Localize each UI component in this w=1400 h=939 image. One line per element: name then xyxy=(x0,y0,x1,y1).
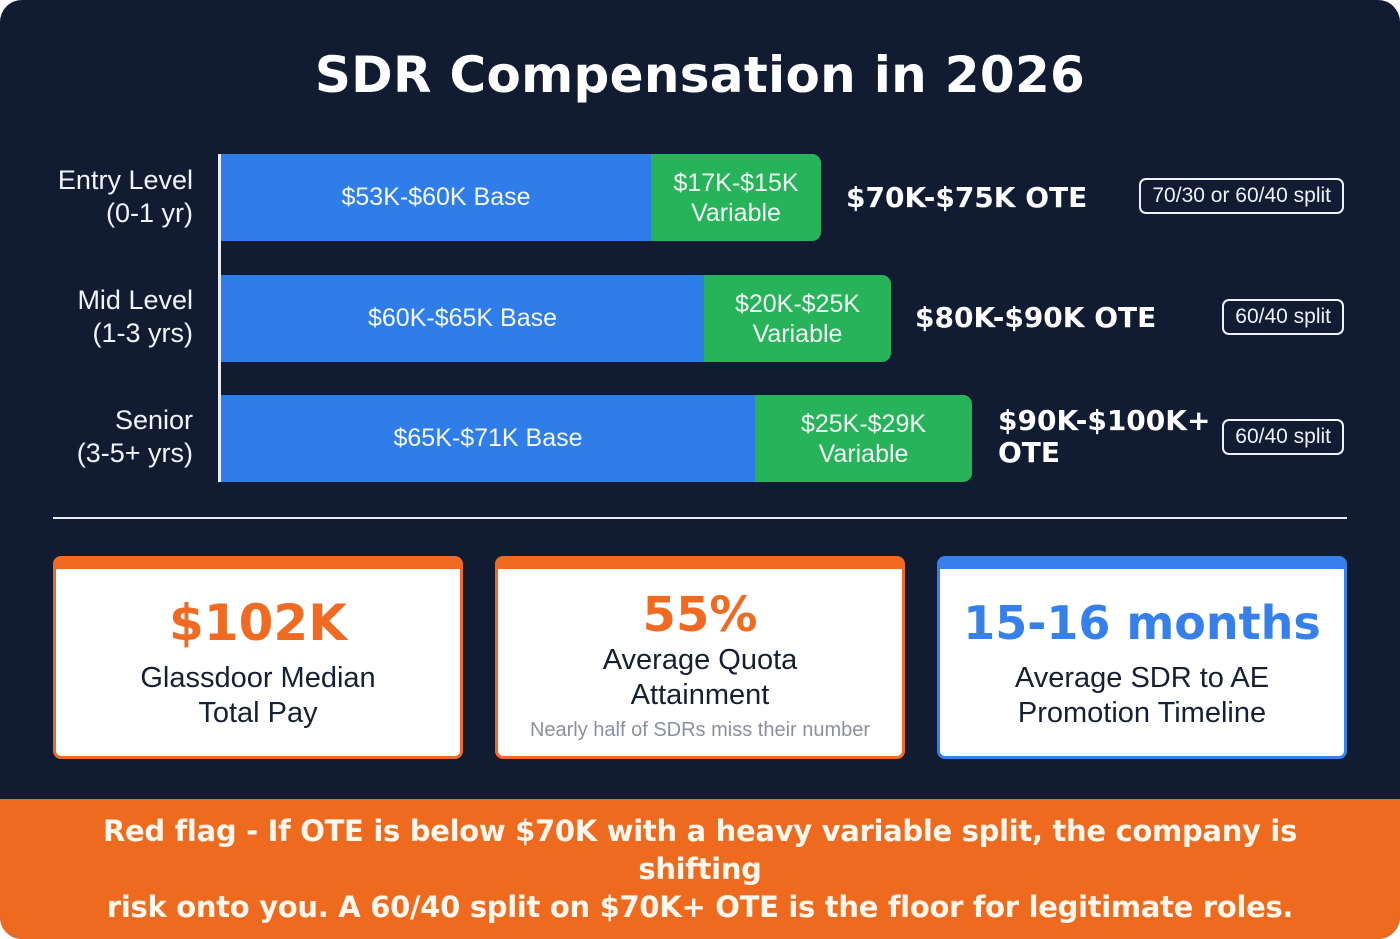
bar-entry: $53K-$60K Base $17K-$15K Variable xyxy=(221,154,821,241)
bar-senior: $65K-$71K Base $25K-$29K Variable xyxy=(221,395,972,482)
row-label-senior: Senior (3-5+ yrs) xyxy=(76,405,193,468)
bar-base-segment: $60K-$65K Base xyxy=(221,275,704,362)
stat-value: 15-16 months xyxy=(963,596,1321,650)
ote-label: $90K-$100K+ OTE xyxy=(998,404,1211,469)
bar-variable-segment: $25K-$29K Variable xyxy=(755,395,972,482)
stat-card-quota: 55% Average Quota Attainment Nearly half… xyxy=(495,556,905,759)
stat-note: Nearly half of SDRs miss their number xyxy=(529,719,871,741)
red-flag-banner: Red flag - If OTE is below $70K with a h… xyxy=(0,799,1400,939)
chart-axis xyxy=(218,154,221,482)
bar-variable-segment: $17K-$15K Variable xyxy=(651,154,821,241)
stat-value: $102K xyxy=(169,594,347,652)
bar-variable-segment: $20K-$25K Variable xyxy=(704,275,891,362)
stat-card-promotion: 15-16 months Average SDR to AE Promotion… xyxy=(937,556,1347,759)
bar-base-segment: $65K-$71K Base xyxy=(221,395,755,482)
page-title: SDR Compensation in 2026 xyxy=(314,46,1086,104)
stat-value: 55% xyxy=(642,587,758,643)
ote-label: $70K-$75K OTE xyxy=(846,181,1088,214)
split-badge: 60/40 split xyxy=(1222,299,1344,335)
split-badge: 60/40 split xyxy=(1222,419,1344,455)
split-badge: 70/30 or 60/40 split xyxy=(1139,178,1344,214)
bar-mid: $60K-$65K Base $20K-$25K Variable xyxy=(221,275,891,362)
section-divider xyxy=(53,517,1347,519)
row-label-mid: Mid Level (1-3 yrs) xyxy=(77,285,193,348)
bar-base-segment: $53K-$60K Base xyxy=(221,154,651,241)
ote-label: $80K-$90K OTE xyxy=(915,301,1157,334)
row-label-entry: Entry Level (0-1 yr) xyxy=(57,165,193,228)
stat-card-median-pay: $102K Glassdoor Median Total Pay xyxy=(53,556,463,759)
